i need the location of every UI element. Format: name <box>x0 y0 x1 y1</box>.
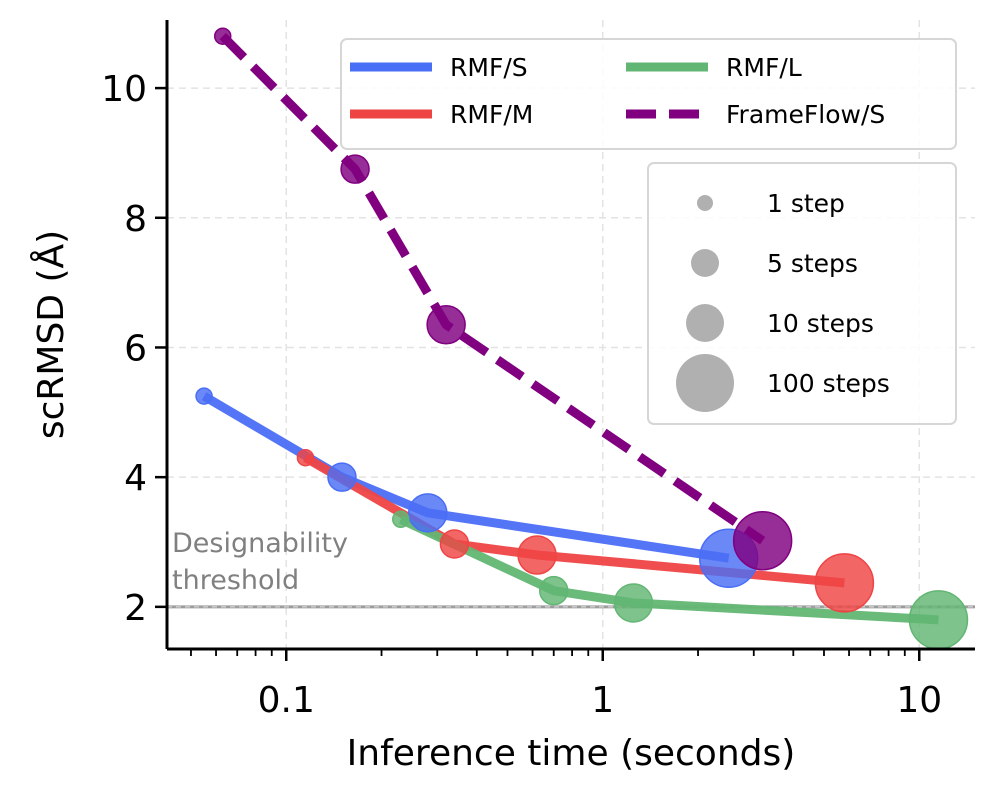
series-markers <box>195 27 969 650</box>
series-0-point-1 <box>327 462 357 492</box>
series-0-point-0 <box>195 387 213 405</box>
series-line-1 <box>303 453 845 588</box>
axes: 0.1 1 10 2 4 6 8 10 Inference time (seconds) scRM… <box>29 20 975 774</box>
series-line-2 <box>398 515 939 625</box>
series-1-point-0 <box>296 448 315 467</box>
series-3-point-2 <box>426 305 466 345</box>
series-3-point-1 <box>340 154 370 184</box>
size-legend-label: 1 step <box>767 189 845 218</box>
size-legend-marker <box>691 249 719 277</box>
series-3-point-0 <box>213 27 232 45</box>
series-2-point-3 <box>908 590 969 650</box>
y-tick-label: 2 <box>124 588 147 629</box>
size-legend-label: 5 steps <box>767 249 858 278</box>
series-3-point-3 <box>732 510 793 571</box>
series-1-point-2 <box>517 535 557 575</box>
x-tick-label: 10 <box>896 680 942 721</box>
size-legend-label: 10 steps <box>767 309 874 338</box>
legend-label-0: RMF/S <box>450 53 528 82</box>
series-1-point-3 <box>814 553 875 613</box>
series-2-point-2 <box>613 583 654 623</box>
y-axis-title: scRMSD (Å) <box>29 230 72 439</box>
threshold-label-line1: Designability <box>172 528 348 559</box>
series-0-point-2 <box>408 493 448 533</box>
x-axis-title: Inference time (seconds) <box>347 733 796 774</box>
size-legend-label: 100 steps <box>767 369 890 398</box>
y-tick-label: 6 <box>124 328 147 369</box>
y-tick-label: 10 <box>101 69 147 110</box>
legend-label-2: RMF/L <box>726 53 802 82</box>
size-legend-box <box>647 162 957 425</box>
series-line-3 <box>219 33 766 545</box>
legends: RMF/S RMF/M RMF/L FrameFlow/S 1 step 5 steps 1… <box>340 38 957 425</box>
legend-label-3: FrameFlow/S <box>726 100 885 129</box>
threshold-label-line2: threshold <box>172 565 299 596</box>
x-tick-label: 0.1 <box>258 680 315 721</box>
series-2-point-1 <box>538 575 569 606</box>
series-line-0 <box>201 392 730 563</box>
size-legend-marker <box>686 304 724 342</box>
series-legend-box <box>340 38 957 150</box>
legend-label-1: RMF/M <box>450 100 533 129</box>
series-1-point-1 <box>439 529 470 559</box>
y-tick-label: 4 <box>124 458 147 499</box>
size-legend-marker <box>676 354 734 412</box>
size-legend-marker <box>697 195 713 211</box>
series-lines <box>201 33 939 625</box>
series-2-point-0 <box>391 510 410 529</box>
x-tick-label: 1 <box>591 680 614 721</box>
y-tick-label: 8 <box>124 199 147 240</box>
